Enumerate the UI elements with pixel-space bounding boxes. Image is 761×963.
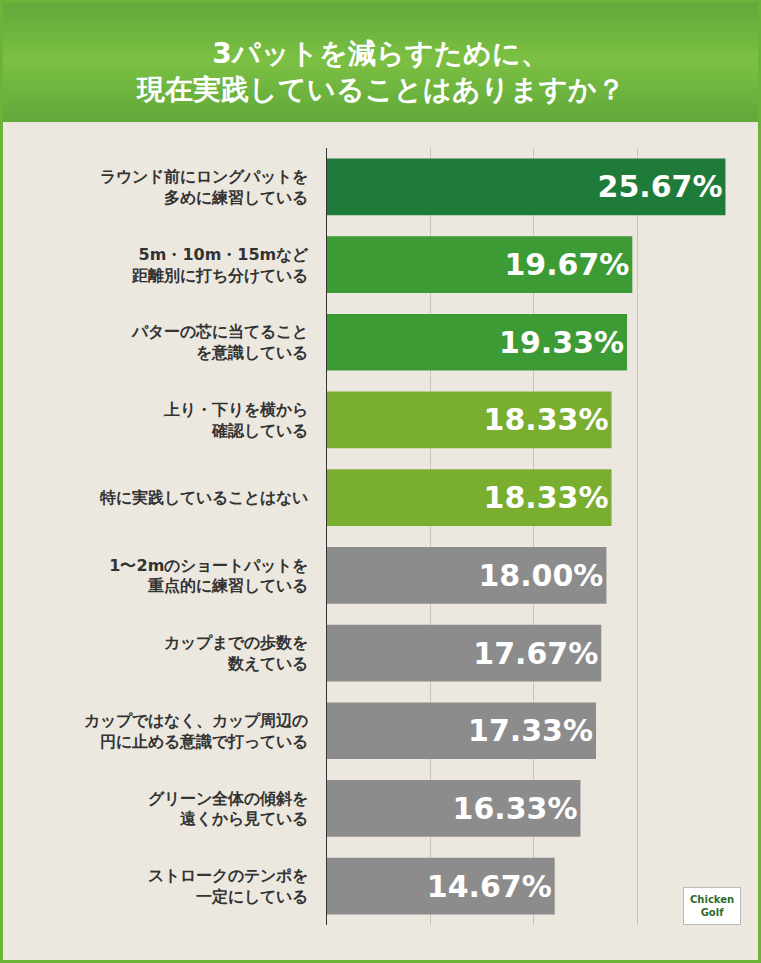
svg-text:ChickenGolf: ChickenGolf — [690, 894, 734, 918]
svg-text:19.67%: 19.67% — [504, 247, 629, 282]
svg-text:1〜2mのショートパットを重点的に練習している: 1〜2mのショートパットを重点的に練習している — [109, 556, 308, 596]
svg-text:カップまでの歩数を数えている: カップまでの歩数を数えている — [164, 633, 308, 673]
svg-text:18.33%: 18.33% — [484, 480, 609, 515]
svg-text:上り・下りを横から確認している: 上り・下りを横から確認している — [163, 400, 308, 440]
svg-text:3パットを減らすために、現在実践していることはありますか？: 3パットを減らすために、現在実践していることはありますか？ — [136, 37, 625, 106]
svg-text:18.33%: 18.33% — [484, 402, 609, 437]
svg-text:16.33%: 16.33% — [453, 791, 578, 826]
svg-text:19.33%: 19.33% — [499, 325, 624, 360]
svg-text:パターの芯に当てることを意識している: パターの芯に当てることを意識している — [131, 322, 308, 362]
svg-text:カップではなく、カップ周辺の円に止める意識で打っている: カップではなく、カップ周辺の円に止める意識で打っている — [84, 711, 308, 751]
svg-text:5m・10m・15mなど距離別に打ち分けている: 5m・10m・15mなど距離別に打ち分けている — [131, 245, 309, 285]
svg-text:17.67%: 17.67% — [473, 636, 598, 671]
svg-text:18.00%: 18.00% — [478, 558, 603, 593]
svg-text:17.33%: 17.33% — [468, 713, 593, 748]
svg-text:特に実践していることはない: 特に実践していることはない — [99, 488, 308, 507]
svg-text:ストロークのテンポを一定にしている: ストロークのテンポを一定にしている — [148, 866, 308, 906]
svg-text:グリーン全体の傾斜を遠くから見ている: グリーン全体の傾斜を遠くから見ている — [148, 789, 308, 829]
svg-text:ラウンド前にロングパットを多めに練習している: ラウンド前にロングパットを多めに練習している — [100, 167, 308, 207]
svg-text:25.67%: 25.67% — [598, 169, 723, 204]
svg-text:14.67%: 14.67% — [427, 869, 552, 904]
